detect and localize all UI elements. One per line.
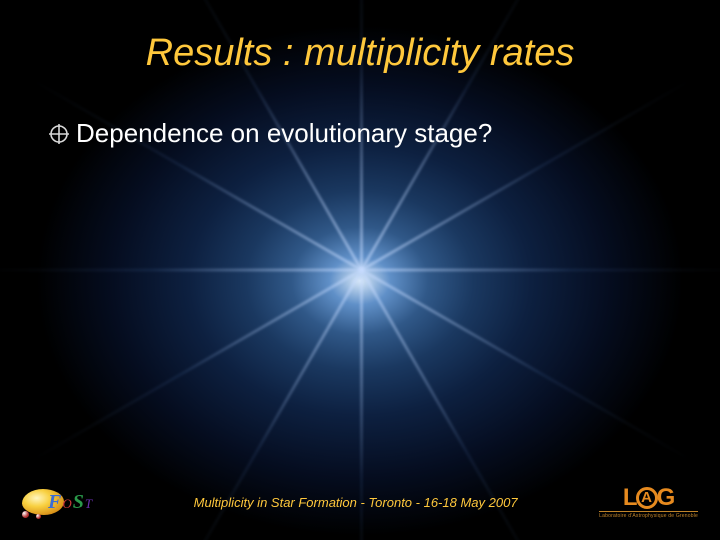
footer-right-logo: L A G Laboratoire d'Astrophysique de Gre…: [599, 486, 698, 519]
laog-logo: L A G: [623, 486, 674, 510]
footer-left-logo: FOST: [22, 483, 112, 521]
crosshair-bullet-icon: [48, 123, 70, 145]
fost-logo-dot: [22, 511, 29, 518]
bullet-row: Dependence on evolutionary stage?: [48, 118, 492, 149]
fost-logo-letter: F: [48, 491, 61, 514]
laog-logo-subtitle: Laboratoire d'Astrophysique de Grenoble: [599, 511, 698, 519]
fost-logo-letter: T: [85, 496, 92, 512]
fost-logo-dot: [36, 514, 41, 519]
slide-footer: FOST Multiplicity in Star Formation - To…: [0, 478, 720, 526]
footer-caption: Multiplicity in Star Formation - Toronto…: [112, 495, 599, 510]
fost-logo-letter: O: [62, 496, 71, 512]
background-rays: [360, 270, 361, 271]
slide-title: Results : multiplicity rates: [0, 32, 720, 75]
fost-logo: FOST: [22, 483, 112, 521]
laog-logo-prefix: L: [623, 486, 637, 510]
bullet-text: Dependence on evolutionary stage?: [76, 118, 492, 149]
fost-logo-text: FOST: [48, 491, 92, 514]
fost-logo-letter: S: [73, 491, 84, 514]
laog-logo-circle: A: [636, 487, 658, 509]
laog-logo-suffix: G: [657, 486, 675, 510]
